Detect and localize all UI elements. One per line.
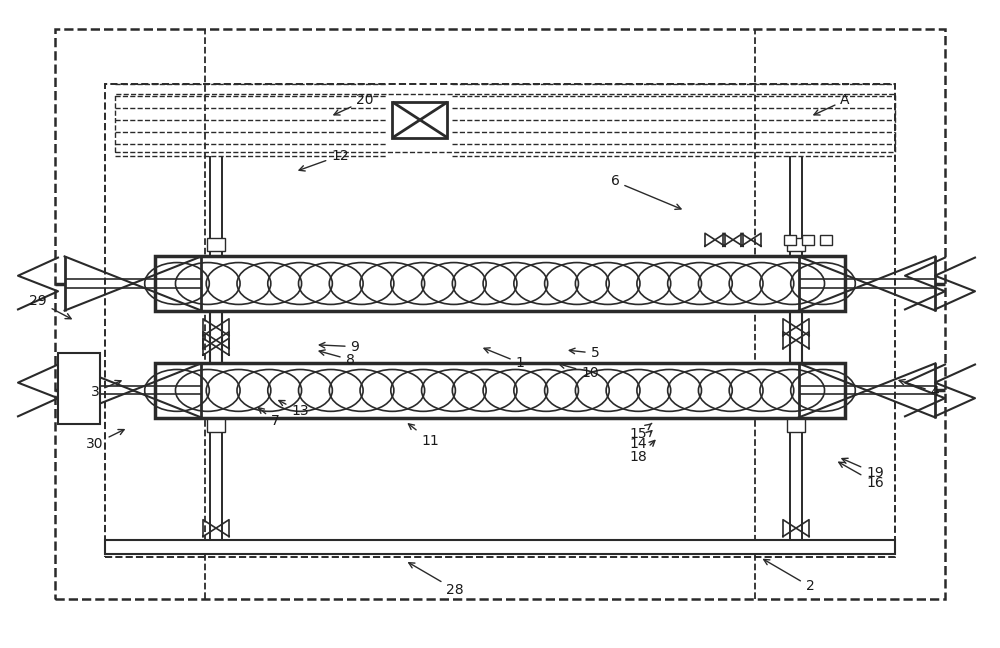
Text: 14: 14 (629, 431, 652, 451)
Bar (784, 235, 796, 244)
Bar (820, 235, 832, 244)
Bar (115, 94, 895, 152)
Text: 7: 7 (258, 408, 279, 428)
Text: 10: 10 (559, 363, 599, 380)
Text: 20: 20 (334, 93, 374, 115)
Text: 30: 30 (86, 430, 124, 451)
Text: 16: 16 (839, 462, 884, 490)
Text: 19: 19 (842, 458, 884, 480)
Text: 29: 29 (29, 294, 71, 319)
Text: 28: 28 (409, 562, 464, 597)
Bar (155, 256, 845, 311)
Text: 2: 2 (764, 559, 814, 594)
Bar (207, 238, 225, 251)
Text: 13: 13 (279, 400, 309, 419)
Text: A: A (814, 93, 850, 115)
Text: 1: 1 (484, 348, 524, 370)
Text: 4: 4 (899, 380, 939, 399)
Bar (55, 29, 945, 599)
Bar (392, 102, 447, 138)
Bar (105, 540, 895, 554)
Text: 5: 5 (569, 346, 599, 360)
Text: 6: 6 (611, 174, 681, 209)
Text: 8: 8 (319, 350, 354, 367)
Text: 15: 15 (629, 423, 652, 441)
Bar (787, 238, 805, 251)
Text: 12: 12 (299, 148, 349, 171)
Bar (155, 363, 845, 418)
Text: 11: 11 (408, 424, 439, 448)
Bar (802, 235, 814, 244)
Text: 3: 3 (91, 380, 121, 399)
Bar (105, 84, 895, 557)
Bar (207, 419, 225, 432)
Bar (58, 353, 100, 424)
Text: 9: 9 (319, 340, 359, 354)
Bar (787, 419, 805, 432)
Text: 18: 18 (629, 441, 655, 464)
